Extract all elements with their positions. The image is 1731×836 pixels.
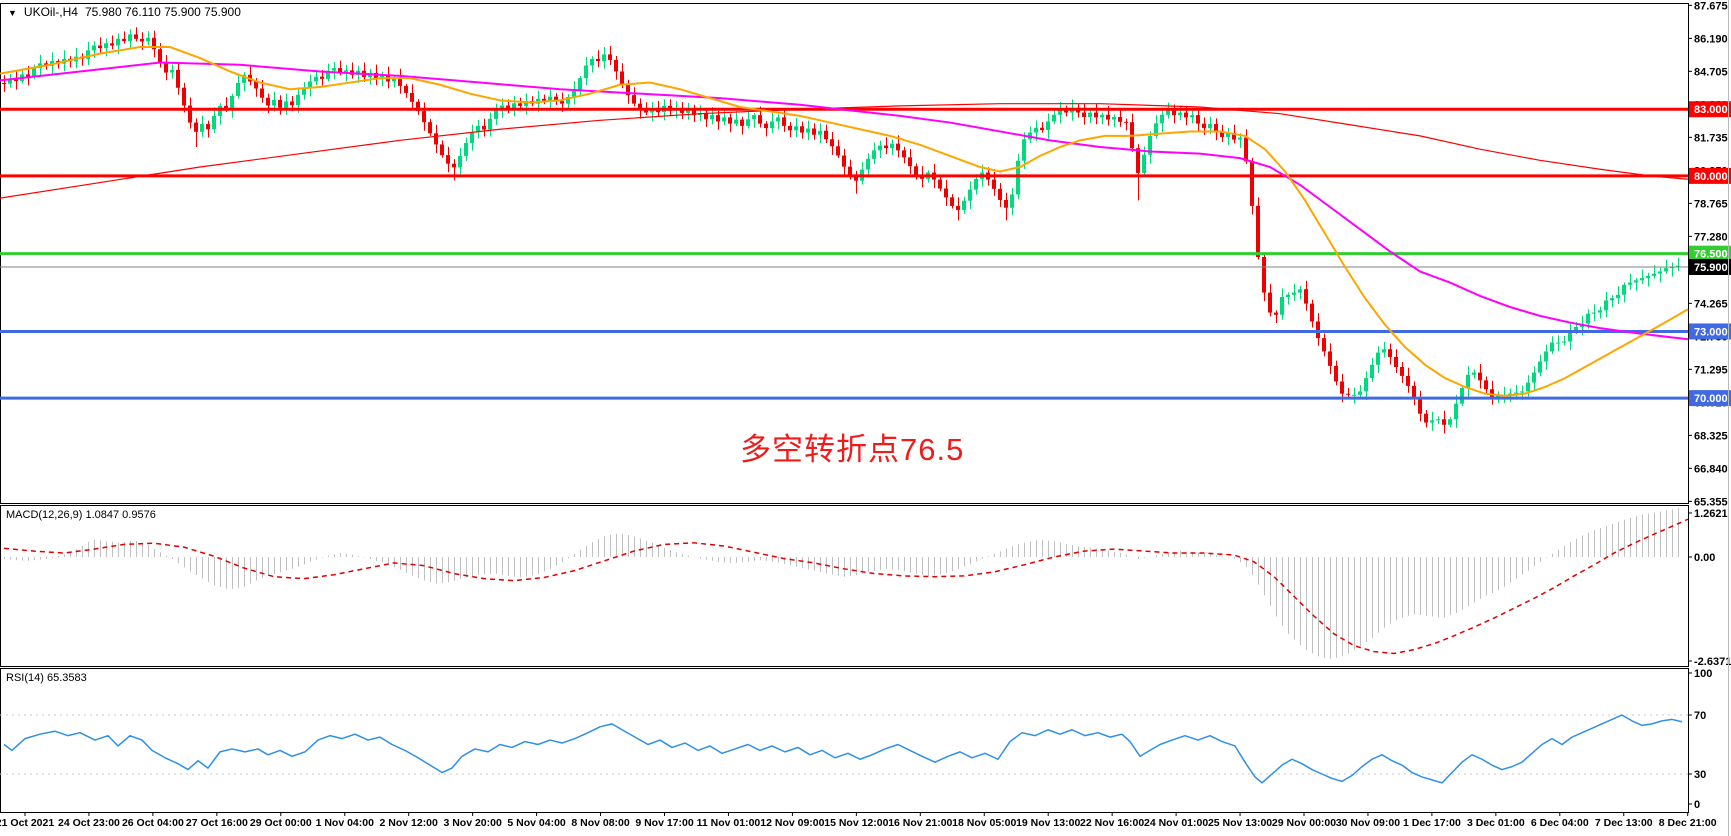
price-badge: 75.900	[1689, 259, 1731, 275]
macd-name: MACD(12,26,9)	[6, 509, 83, 521]
time-label: 11 Nov 01:00	[696, 817, 761, 829]
hlines-layer	[0, 107, 1688, 400]
time-label: 22 Nov 16:00	[1080, 817, 1145, 829]
macd-axis: 1.2621 0.00 -2.6371	[1688, 508, 1731, 668]
svg-text:70.000: 70.000	[1694, 393, 1728, 405]
time-label: 8 Nov 08:00	[571, 817, 630, 829]
rsi-axis-label: 70	[1694, 710, 1706, 722]
time-label: 2 Nov 12:00	[379, 817, 438, 829]
macd-signal-line	[3, 518, 1689, 655]
time-label: 30 Nov 09:00	[1335, 817, 1401, 829]
time-label: 25 Nov 13:00	[1207, 817, 1273, 829]
rsi-line	[3, 714, 1683, 784]
macd-axis-label: -2.6371	[1694, 656, 1731, 668]
price-badge: 73.000	[1689, 323, 1731, 340]
svg-text:75.900: 75.900	[1694, 262, 1728, 274]
price-badge: 76.500	[1689, 245, 1731, 262]
ma-mid-magenta	[0, 61, 1689, 341]
price-tick-label: 81.735	[1694, 132, 1728, 144]
rsi-axis-label: 0	[1694, 799, 1700, 811]
window-edge	[1728, 0, 1729, 836]
price-tick-label: 78.765	[1694, 198, 1728, 210]
price-tick-label: 87.675	[1694, 0, 1728, 12]
rsi-axis: 100 70 30 0	[1688, 668, 1712, 811]
time-label: 3 Dec 01:00	[1466, 817, 1525, 829]
time-label: 18 Nov 05:00	[952, 817, 1017, 829]
price-badge: 70.000	[1689, 390, 1731, 407]
time-label: 29 Oct 00:00	[249, 817, 312, 829]
svg-text:83.000: 83.000	[1694, 104, 1728, 116]
time-label: 27 Oct 16:00	[185, 817, 248, 829]
rsi-value: 65.3583	[46, 672, 87, 684]
macd-panel-frame	[0, 505, 1689, 667]
time-label: 24 Nov 01:00	[1143, 817, 1209, 829]
macd-indicator-label: MACD(12,26,9) 1.0847 0.9576	[6, 509, 156, 521]
price-tick-label: 84.705	[1694, 66, 1728, 78]
price-tick-label: 74.265	[1694, 298, 1728, 310]
time-label: 19 Nov 13:00	[1016, 817, 1081, 829]
symbol-label: UKOil-,H4	[23, 5, 78, 19]
macd-axis-label: 1.2621	[1694, 508, 1728, 520]
rsi-axis-label: 100	[1694, 668, 1712, 680]
ma-slow-red	[0, 103, 1689, 199]
price-tick-label: 65.355	[1694, 496, 1728, 508]
time-label: 29 Nov 00:00	[1271, 817, 1337, 829]
price-tick-label: 77.280	[1694, 231, 1728, 243]
symbol-dropdown-icon[interactable]: ▼	[8, 7, 17, 18]
time-label: 1 Nov 04:00	[315, 817, 374, 829]
moving-averages-layer	[0, 46, 1689, 397]
rsi-axis-label: 30	[1694, 769, 1706, 781]
price-tick-label: 86.190	[1694, 33, 1728, 45]
macd-axis-label: 0.00	[1694, 552, 1715, 564]
price-tick-label: 68.325	[1694, 430, 1728, 442]
svg-text:80.000: 80.000	[1694, 171, 1728, 183]
time-axis: 21 Oct 2021 24 Oct 23:00 26 Oct 04:00 27 Oc…	[0, 817, 1731, 836]
macd-histogram	[4, 508, 1679, 660]
time-label: 21 Oct 2021	[0, 817, 55, 829]
ma-fast-orange	[0, 46, 1689, 397]
time-label: 9 Nov 17:00	[635, 817, 694, 829]
time-label: 7 Dec 13:00	[1594, 817, 1653, 829]
price-badge: 83.000	[1689, 101, 1731, 118]
time-label: 1 Dec 17:00	[1402, 817, 1461, 829]
time-label: 5 Nov 04:00	[507, 817, 566, 829]
svg-text:76.500: 76.500	[1694, 249, 1728, 261]
price-axis: 87.67586.19084.70583.22081.73580.25078.7…	[1688, 0, 1731, 508]
ohlc-values: 75.980 76.110 75.900 75.900	[84, 5, 241, 19]
macd-values: 1.0847 0.9576	[85, 509, 156, 521]
rsi-indicator-label: RSI(14) 65.3583	[6, 672, 87, 684]
annotation-text: 多空转折点76.5	[740, 432, 965, 467]
price-tick-label: 66.840	[1694, 463, 1728, 475]
time-label: 6 Dec 04:00	[1530, 817, 1589, 829]
price-tick-label: 71.295	[1694, 364, 1728, 376]
time-label: 12 Nov 09:00	[760, 817, 825, 829]
time-label: 15 Nov 12:00	[824, 817, 889, 829]
time-label: 16 Nov 21:00	[888, 817, 953, 829]
quote-header[interactable]: ▼ UKOil-,H4 75.980 76.110 75.900 75.900	[8, 5, 241, 19]
svg-text:73.000: 73.000	[1694, 326, 1728, 338]
time-label: 24 Oct 23:00	[58, 817, 120, 829]
rsi-panel-frame	[0, 668, 1689, 813]
rsi-name: RSI(14)	[6, 672, 44, 684]
price-badge: 80.000	[1689, 167, 1731, 184]
time-label: 8 Dec 21:00	[1658, 817, 1717, 829]
time-label: 26 Oct 04:00	[121, 817, 184, 829]
time-label: 3 Nov 20:00	[443, 817, 502, 829]
